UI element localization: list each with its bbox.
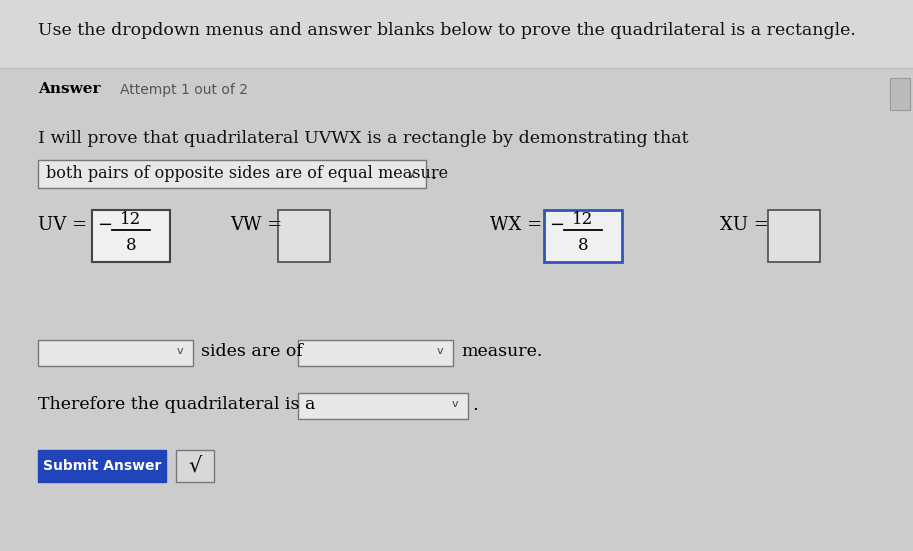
- Text: v: v: [177, 346, 184, 356]
- Bar: [92, 210, 170, 262]
- Bar: [176, 450, 214, 482]
- Text: .: .: [430, 165, 436, 183]
- Text: −: −: [97, 216, 112, 234]
- Text: Attempt 1 out of 2: Attempt 1 out of 2: [120, 83, 248, 97]
- Text: v: v: [452, 399, 458, 409]
- Text: both pairs of opposite sides are of equal measure: both pairs of opposite sides are of equa…: [46, 165, 448, 182]
- Text: UV =: UV =: [38, 216, 87, 234]
- Text: .: .: [472, 396, 477, 414]
- Bar: [38, 340, 193, 366]
- Text: Submit Answer: Submit Answer: [43, 459, 162, 473]
- Text: v: v: [437, 346, 444, 356]
- Bar: [278, 210, 330, 262]
- Text: 12: 12: [121, 212, 142, 229]
- Text: Therefore the quadrilateral is a: Therefore the quadrilateral is a: [38, 396, 315, 413]
- Text: √: √: [188, 456, 202, 476]
- Text: 8: 8: [126, 237, 136, 255]
- Text: XU =: XU =: [720, 216, 769, 234]
- Bar: [298, 393, 468, 419]
- Text: v: v: [408, 167, 415, 180]
- Text: Use the dropdown menus and answer blanks below to prove the quadrilateral is a r: Use the dropdown menus and answer blanks…: [38, 22, 855, 39]
- Text: VW =: VW =: [230, 216, 282, 234]
- Bar: [298, 340, 453, 366]
- Text: WX =: WX =: [490, 216, 542, 234]
- Bar: [544, 210, 622, 262]
- Text: 8: 8: [578, 237, 588, 255]
- Text: −: −: [549, 216, 564, 234]
- Bar: [38, 160, 426, 188]
- Bar: [38, 450, 166, 482]
- Text: measure.: measure.: [461, 343, 542, 360]
- Text: sides are of: sides are of: [201, 343, 303, 360]
- Bar: [768, 210, 820, 262]
- Text: I will prove that quadrilateral UVWX is a rectangle by demonstrating that: I will prove that quadrilateral UVWX is …: [38, 130, 688, 147]
- Bar: [0, 0, 913, 68]
- Text: Answer: Answer: [38, 82, 100, 96]
- Text: 12: 12: [572, 212, 593, 229]
- Bar: [890, 78, 910, 110]
